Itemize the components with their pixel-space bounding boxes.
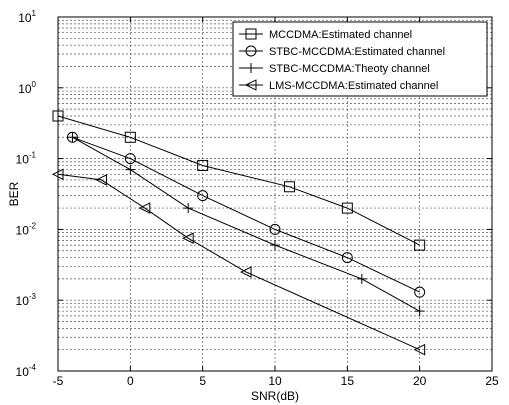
data-point-triangle <box>138 202 151 214</box>
data-point-plus <box>183 203 194 214</box>
legend-box <box>232 21 488 97</box>
y-tick-label: 101 <box>18 9 36 25</box>
x-tick-label: 5 <box>199 374 206 388</box>
legend-item: LMS-MCCDMA:Estimated channel <box>239 79 438 92</box>
legend-label: STBC-MCCDMA:Theoty channel <box>269 63 430 75</box>
legend: MCCDMA:Estimated channel STBC-MCCDMA:Esti… <box>232 21 488 97</box>
data-point-triangle <box>413 343 426 356</box>
data-point-plus <box>246 63 256 73</box>
data-point-circle <box>245 45 257 57</box>
x-tick-label: 15 <box>341 374 355 388</box>
y-tick-label: 10-4 <box>16 363 37 379</box>
data-point-plus <box>125 164 136 175</box>
x-tick-label: 10 <box>268 374 282 388</box>
legend-item: STBC-MCCDMA:Theoty channel <box>239 63 430 75</box>
data-point-circle <box>197 190 209 202</box>
x-axis-ticks: -5 0 5 10 15 20 25 <box>53 17 499 388</box>
legend-item: MCCDMA:Estimated channel <box>239 28 412 41</box>
legend-item: STBC-MCCDMA:Estimated channel <box>239 45 445 58</box>
y-tick-label: 10-3 <box>16 292 37 308</box>
data-point-triangle <box>239 266 252 278</box>
y-tick-label: 100 <box>18 80 36 96</box>
series-line <box>57 115 420 246</box>
y-tick-label: 10-1 <box>16 151 37 167</box>
series-line <box>72 136 420 312</box>
x-tick-label: 25 <box>485 374 499 388</box>
data-point-triangle <box>182 232 194 245</box>
series-layer <box>51 110 426 356</box>
legend-label: LMS-MCCDMA:Estimated channel <box>269 80 438 92</box>
legend-label: MCCDMA:Estimated channel <box>269 29 412 41</box>
y-axis-ticks: 101 100 10-1 10-2 10-3 10-4 <box>16 9 492 379</box>
data-point-square <box>124 131 136 143</box>
data-point-plus <box>270 240 280 251</box>
legend-label: STBC-MCCDMA:Estimated channel <box>269 46 445 58</box>
data-point-square <box>341 202 353 214</box>
data-point-square <box>245 28 257 40</box>
y-axis-title: BER <box>7 181 21 206</box>
series-3 <box>67 132 425 317</box>
data-point-triangle <box>95 174 107 186</box>
data-point-square <box>414 239 426 251</box>
data-point-square <box>197 159 209 171</box>
data-point-plus <box>414 306 425 317</box>
x-tick-label: -5 <box>53 374 64 388</box>
data-point-circle <box>341 252 353 264</box>
y-tick-label: 10-2 <box>16 221 37 237</box>
data-point-plus <box>67 132 78 143</box>
data-point-circle <box>124 153 136 165</box>
data-point-square <box>283 181 295 193</box>
data-point-circle <box>414 286 426 298</box>
data-point-triangle <box>244 79 257 91</box>
data-point-plus <box>356 273 367 284</box>
x-tick-label: 20 <box>413 374 427 388</box>
data-point-circle <box>269 223 281 235</box>
series-line <box>57 173 420 351</box>
x-axis-title: SNR(dB) <box>251 389 299 403</box>
series-line <box>72 136 420 293</box>
x-tick-label: 0 <box>127 374 134 388</box>
